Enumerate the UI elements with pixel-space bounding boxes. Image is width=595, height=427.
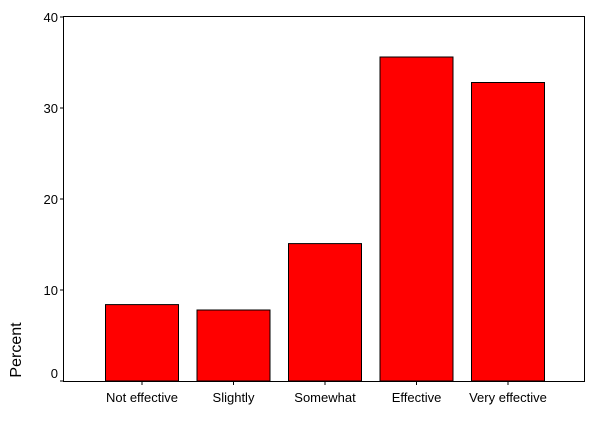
x-tick-label: Somewhat bbox=[294, 390, 356, 405]
x-tick-label: Slightly bbox=[213, 390, 255, 405]
bar-somewhat bbox=[288, 243, 362, 382]
y-axis-ticks: 0 10 20 30 40 bbox=[44, 10, 64, 382]
bars-layer bbox=[105, 56, 545, 382]
y-tick-label: 0 bbox=[51, 366, 58, 381]
bar-very-effective bbox=[471, 82, 545, 382]
x-tick-label: Very effective bbox=[469, 390, 547, 405]
bar-slightly bbox=[196, 309, 271, 382]
bar-not-effective bbox=[105, 304, 179, 382]
y-tick-label: 10 bbox=[44, 283, 58, 298]
x-axis-ticks: Not effective Slightly Somewhat Effective Ve… bbox=[106, 381, 547, 405]
x-tick-label: Effective bbox=[392, 390, 442, 405]
bar-effective bbox=[379, 56, 454, 382]
x-tick-label: Not effective bbox=[106, 390, 178, 405]
y-tick-label: 40 bbox=[44, 10, 58, 25]
y-tick-label: 20 bbox=[44, 192, 58, 207]
y-tick-label: 30 bbox=[44, 101, 58, 116]
y-axis-label: Percent bbox=[8, 322, 25, 378]
